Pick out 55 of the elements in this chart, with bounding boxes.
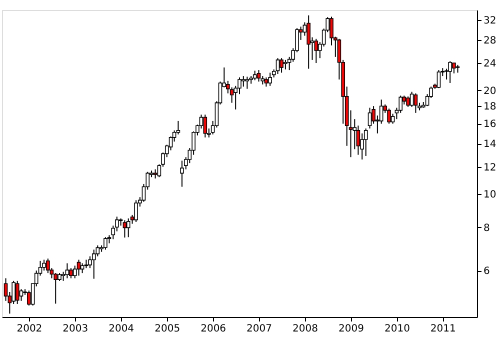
candlestick (268, 72, 272, 86)
y-tick-label: 8 (484, 222, 490, 234)
candlestick (276, 58, 280, 75)
candlestick (15, 280, 20, 304)
candlestick (306, 14, 310, 70)
candlestick (452, 62, 456, 74)
candlestick (256, 70, 261, 82)
candlestick (46, 258, 50, 274)
candlestick (264, 76, 268, 88)
x-tick-label: 2011 (430, 324, 456, 334)
y-tick-label: 24 (484, 58, 496, 70)
x-tick-label: 2003 (62, 324, 88, 334)
y-tick-label: 16 (484, 119, 496, 130)
y-tick-label: 20 (484, 86, 496, 97)
x-tick-label: 2005 (154, 324, 180, 334)
x-tick-label: 2008 (292, 324, 318, 334)
y-tick-label: 14 (484, 139, 496, 150)
y-tick-label: 6 (484, 266, 490, 278)
candlestick (387, 108, 391, 124)
y-tick-label: 10 (484, 190, 496, 201)
x-tick-label: 2002 (16, 324, 42, 334)
candlestick (448, 60, 452, 84)
candlestick (436, 70, 441, 89)
candlestick (153, 168, 158, 179)
candlestick (104, 236, 108, 250)
candlestick (122, 220, 127, 238)
x-tick-label: 2010 (384, 324, 410, 334)
candlestick (203, 114, 208, 138)
y-tick-label: 18 (484, 102, 496, 113)
candlestick (180, 160, 184, 188)
candlestick (414, 92, 418, 114)
candlestick (284, 59, 288, 70)
candlestick (368, 107, 372, 129)
candlestick (245, 76, 250, 90)
candlestick (242, 76, 246, 88)
candlestick (80, 262, 84, 274)
candlestick (92, 249, 96, 280)
y-tick-label: 12 (484, 162, 496, 174)
y-tick-label: 28 (484, 35, 496, 46)
x-tick-label: 2006 (200, 324, 226, 334)
candlestick (69, 268, 73, 279)
candlestick (65, 262, 70, 279)
y-tick-label: 32 (484, 15, 496, 26)
candlestick (42, 259, 46, 272)
candlestick (126, 218, 130, 238)
candlestick (280, 58, 284, 74)
candlestick (314, 38, 318, 64)
candlestick (134, 200, 138, 222)
x-tick-label: 2009 (338, 324, 364, 334)
candlestick (364, 128, 368, 156)
x-tick-label: 2004 (108, 324, 134, 334)
x-tick-label: 2007 (246, 324, 272, 334)
candlestick (76, 259, 81, 276)
candlestick (252, 70, 257, 81)
candlestick (406, 96, 410, 108)
